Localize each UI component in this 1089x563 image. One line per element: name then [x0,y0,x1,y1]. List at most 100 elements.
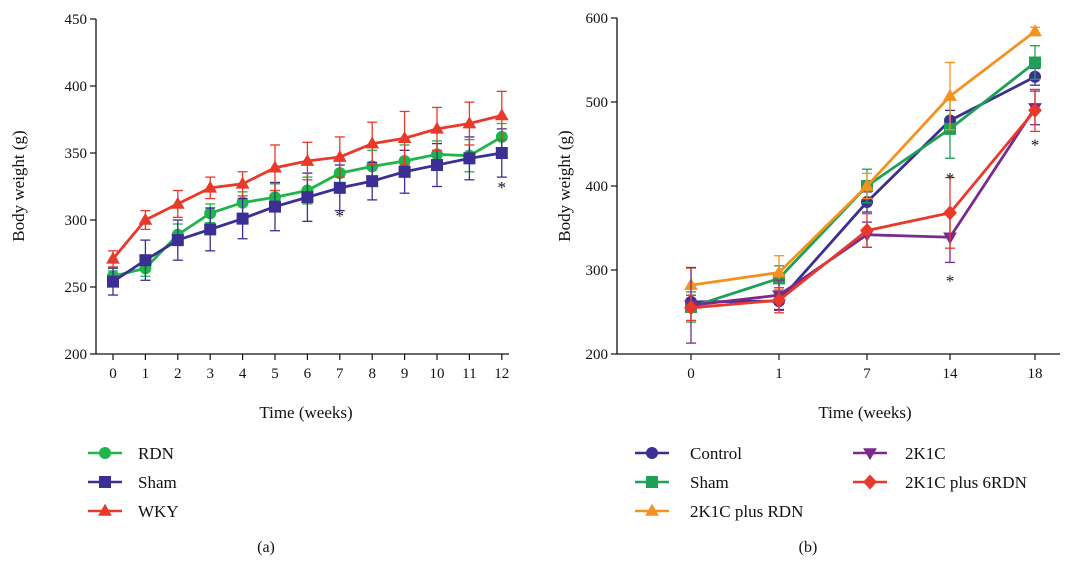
legend-b-item-label: 2K1C plus 6RDN [905,473,1027,492]
data-point [139,254,152,267]
series-2k1c [684,90,1042,344]
legend-a-item-label: RDN [138,444,174,463]
data-point [772,265,786,278]
y-tick-label: 350 [65,146,88,162]
x-tick-label: 1 [142,366,150,382]
legend-a-item-label: WKY [138,502,179,521]
panel-a-legend: RDN Sham WKY [88,444,179,521]
x-tick-label: 7 [336,366,344,382]
data-point [431,159,443,172]
panel-a-ylabel: Body weight (g) [9,130,28,241]
x-tick-label: 18 [1028,366,1043,382]
series-2k1c-plus-6rdn [684,88,1042,322]
panel-b-label: (b) [799,539,818,556]
data-point [684,300,698,316]
y-tick-label: 200 [586,347,609,363]
y-tick-label: 250 [65,280,88,296]
series-wky [106,90,509,268]
data-point [235,176,250,189]
data-point [333,181,346,194]
x-tick-label: 12 [494,366,509,382]
panel-a-label: (a) [257,539,275,556]
data-point [170,196,185,209]
panel-a-chart: Body weight (g) Time (weeks) (a) 2002503… [9,12,509,556]
y-tick-label: 200 [65,347,88,363]
x-tick-label: 14 [943,366,959,382]
panel-b-legend: Control Sham 2K1C plus RDN 2K1C 2K1C plu… [635,444,1027,521]
legend-marker-swatch [646,447,658,459]
y-tick-label: 300 [586,263,609,279]
y-tick-label: 400 [586,179,609,195]
data-point [772,292,786,308]
y-tick-label: 400 [65,79,88,95]
panel-b-chart: Body weight (g) Time (weeks) (b) 200 300 4… [555,11,1060,556]
legend-marker-swatch [863,448,877,461]
panel-b-xlabel: Time (weeks) [818,403,911,422]
x-tick-label: 0 [687,366,695,382]
y-tick-label: 600 [586,11,609,27]
y-tick-label: 450 [65,12,88,28]
data-point [138,212,153,225]
data-point [397,131,412,144]
x-tick-label: 11 [462,366,476,382]
x-tick-label: 4 [239,366,247,382]
data-point [171,234,184,247]
legend-marker-swatch [646,476,658,488]
y-tick-label: 500 [586,95,609,111]
legend-a-item-label: Sham [138,473,177,492]
data-point [301,191,314,204]
x-tick-label: 3 [206,366,214,382]
series-sham [685,45,1041,323]
data-point [860,223,874,239]
legend-marker-swatch [863,474,877,490]
legend-b-item-label: 2K1C plus RDN [690,502,803,521]
data-point [107,275,119,288]
data-point [204,223,217,236]
legend-b-item-label: Control [690,444,742,463]
significance-marker: * [1031,135,1040,154]
data-point [203,180,218,193]
data-point [398,165,411,178]
data-point [462,116,477,129]
significance-marker: * [336,206,345,225]
data-point [236,212,249,225]
series-2k1c-plus-rdn [684,24,1042,303]
data-point [430,121,444,134]
panel-a-xlabel: Time (weeks) [259,403,352,422]
data-point [860,178,874,191]
significance-marker: * [946,169,955,188]
x-tick-label: 2 [174,366,182,382]
data-point [106,251,120,264]
x-tick-label: 1 [775,366,783,382]
x-tick-label: 10 [430,366,445,382]
series-sham [107,128,508,296]
significance-marker: * [946,271,955,290]
data-point [1028,24,1042,37]
data-point [1029,56,1041,69]
x-tick-label: 7 [863,366,871,382]
data-point [495,147,508,159]
data-point [463,152,476,165]
x-tick-label: 5 [271,366,279,382]
legend-marker-swatch [645,503,659,516]
data-point [300,153,315,166]
legend-marker-swatch [98,503,112,516]
data-point [365,136,380,149]
data-point [332,149,347,162]
y-tick-label: 300 [65,213,88,229]
data-point [1028,102,1042,118]
x-tick-label: 6 [304,366,312,382]
legend-marker-swatch [99,447,111,459]
data-point [366,175,379,188]
data-point [269,200,281,213]
data-point [943,88,957,101]
data-point [494,108,509,121]
data-point [943,205,957,221]
x-tick-label: 9 [401,366,409,382]
data-point [268,160,282,173]
panel-b-ylabel: Body weight (g) [555,130,574,241]
legend-b-item-label: Sham [690,473,729,492]
x-tick-label: 0 [109,366,117,382]
significance-marker: * [498,178,507,197]
